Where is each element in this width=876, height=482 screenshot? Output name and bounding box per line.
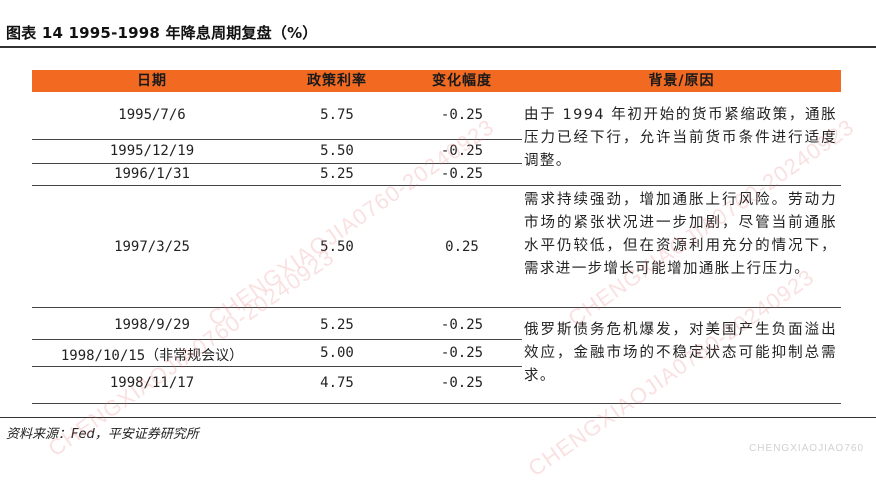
cell-change: -0.25 [440,107,484,123]
top-rule [0,46,876,48]
cell-rate: 5.75 [320,107,354,123]
cell-date: 1998/9/29 [114,317,190,333]
cell-date: 1997/3/25 [114,239,190,255]
cell-date: 1998/10/15（非常规会议） [60,348,244,364]
cell-rate: 5.25 [320,317,354,333]
table-header: 日期 政策利率 变化幅度 背景/原因 [32,70,841,92]
reason-text: 需求持续强劲，增加通胀上行风险。劳动力市场的紧张状况进一步加剧，尽管当前通胀水平… [524,192,837,277]
header-rate: 政策利率 [307,73,367,89]
reason-text: 俄罗斯债务危机爆发，对美国产生负面溢出效应，金融市场的不稳定状态可能抑制总需求。 [524,322,837,384]
watermark-corner: CHENGXIAOJIAO760 [749,443,864,454]
row-divider [32,139,522,140]
cell-date: 1996/1/31 [114,166,190,182]
header-date: 日期 [137,73,167,89]
cell-rate: 5.25 [320,166,354,182]
group-divider [32,307,841,308]
cell-change: -0.25 [440,375,484,391]
bottom-rule [0,417,876,418]
cell-change: -0.25 [440,345,484,361]
cell-change: -0.25 [440,166,484,182]
cell-rate: 5.50 [320,143,354,159]
figure-title: 图表 14 1995-1998 年降息周期复盘（%） [6,24,318,42]
row-divider [32,163,522,164]
table-bottom-rule [32,403,841,404]
cell-rate: 5.50 [320,239,354,255]
cell-change: 0.25 [445,239,479,255]
header-reason: 背景/原因 [648,73,715,89]
cell-rate: 5.00 [320,345,354,361]
cell-date: 1995/7/6 [118,107,186,123]
reason-text: 由于 1994 年初开始的货币紧缩政策，通胀压力已经下行，允许当前货币条件进行适… [524,107,837,169]
row-divider [32,339,522,340]
cell-change: -0.25 [440,317,484,333]
cell-date: 1995/12/19 [109,143,195,159]
header-change: 变化幅度 [432,73,492,89]
source-note: 资料来源：Fed，平安证券研究所 [6,427,199,442]
cell-rate: 4.75 [320,375,354,391]
group-divider [32,185,841,186]
cell-change: -0.25 [440,143,484,159]
row-divider [32,366,522,367]
cell-date: 1998/11/17 [109,375,195,391]
